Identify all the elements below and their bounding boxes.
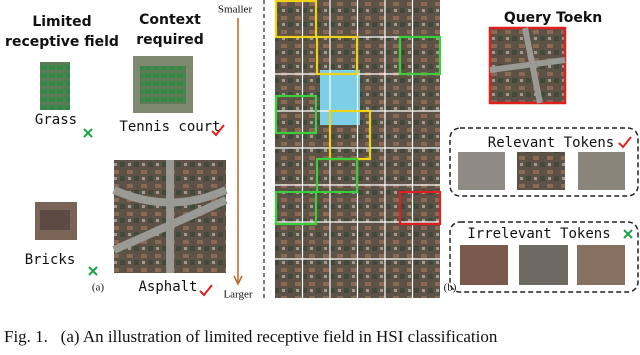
- left-title: receptive field: [5, 34, 119, 50]
- panel-label: (b): [444, 282, 457, 294]
- cross-icon: [88, 266, 98, 276]
- query-title: Query Toekn: [504, 10, 602, 26]
- tennis-label: Tennis court: [119, 119, 220, 135]
- token-highlights: [274, 0, 442, 226]
- center-title: Context: [139, 12, 201, 28]
- relevant-box: [449, 127, 639, 197]
- check-icon: [199, 284, 213, 297]
- irrelevant-token: [577, 245, 625, 285]
- center-title: required: [136, 32, 204, 48]
- relevant-token: [458, 152, 505, 190]
- tennis-courts: [140, 66, 186, 104]
- cross-icon: [83, 128, 93, 138]
- panel-label: (a): [92, 282, 105, 294]
- irrelevant-token: [460, 245, 508, 285]
- irrelevant-token: [519, 245, 568, 285]
- scale-top: Smaller: [218, 4, 253, 16]
- irrelevant-box: [449, 221, 639, 293]
- irrelevant-title: Irrelevant Tokens: [467, 226, 610, 242]
- grass-patch: [40, 62, 70, 110]
- relevant-token: [578, 152, 625, 190]
- bricks-detail: [40, 210, 70, 230]
- caption: Fig. 1. (a) An illustration of limited r…: [4, 327, 498, 346]
- arrow-head: [233, 275, 243, 286]
- bricks-label: Bricks: [25, 252, 76, 268]
- grass-label: Grass: [35, 112, 77, 128]
- relevant-token: [517, 152, 565, 190]
- scene-roof: [320, 70, 360, 125]
- check-icon: [211, 124, 225, 137]
- query-roads: [489, 27, 566, 104]
- asphalt-label: Asphalt: [138, 279, 197, 295]
- left-title: Limited: [32, 14, 91, 30]
- cross-icon: [623, 229, 633, 239]
- check-icon: [618, 136, 632, 149]
- relevant-title: Relevant Tokens: [488, 135, 614, 151]
- asphalt-roads: [112, 160, 228, 273]
- scale-bottom: Larger: [223, 289, 252, 301]
